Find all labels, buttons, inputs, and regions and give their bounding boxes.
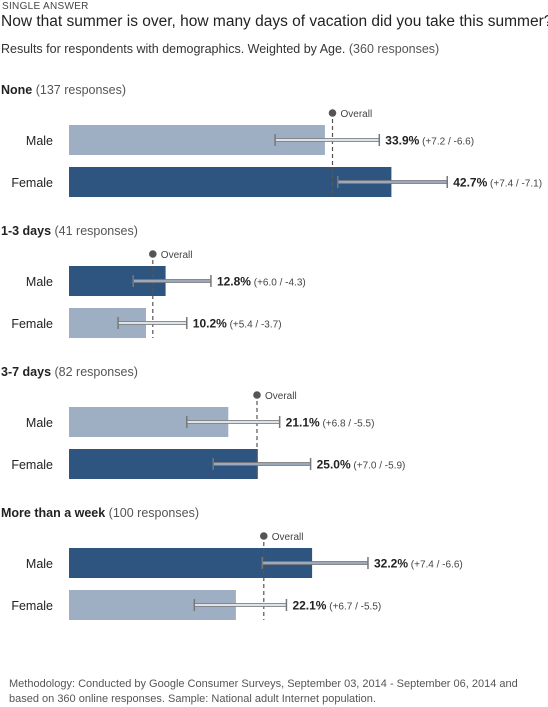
results-subtitle: Results for respondents with demographic… [1, 42, 439, 56]
bar-label: Male [26, 134, 53, 148]
value-label: 10.2% (+5.4 / -3.7) [193, 317, 282, 331]
value-error-range: (+7.4 / -6.6) [408, 560, 463, 571]
value-label: 33.9% (+7.2 / -6.6) [385, 134, 474, 148]
value-label: 12.8% (+6.0 / -4.3) [217, 275, 306, 289]
overall-label: Overall [265, 391, 297, 402]
value-percent: 33.9% [385, 134, 419, 148]
value-percent: 22.1% [292, 599, 326, 613]
error-bar [117, 321, 188, 325]
overall-label: Overall [161, 250, 193, 261]
bar-label: Male [26, 416, 53, 430]
group-name: 1-3 days [1, 224, 51, 238]
total-responses: (360 responses) [348, 42, 440, 56]
value-percent: 32.2% [374, 557, 408, 571]
overall-marker [328, 109, 337, 117]
bar-chart: None (137 responses) Male Female Overall 33.… [1, 83, 542, 620]
value-percent: 21.1% [286, 416, 320, 430]
value-error-range: (+6.7 / -5.5) [326, 602, 381, 613]
overall-marker [253, 391, 261, 399]
answer-type-label: SINGLE ANSWER [2, 1, 89, 12]
subtitle-text: Results for respondents with demographic… [1, 42, 346, 56]
bar-label: Female [11, 317, 53, 331]
error-bar [274, 138, 380, 142]
group-heading: 1-3 days (41 responses) [1, 224, 138, 238]
value-error-range: (+6.0 / -4.3) [251, 278, 306, 289]
overall-marker [259, 532, 268, 540]
value-error-range: (+6.8 / -5.5) [320, 419, 375, 430]
methodology-note: Methodology: Conducted by Google Consume… [9, 678, 518, 705]
value-percent: 42.7% [453, 176, 487, 190]
value-percent: 12.8% [217, 275, 251, 289]
value-label: 21.1% (+6.8 / -5.5) [286, 416, 375, 430]
error-bar [186, 420, 281, 424]
value-error-range: (+7.0 / -5.9) [351, 461, 406, 472]
group-name: None [1, 83, 32, 97]
value-label: 32.2% (+7.4 / -6.6) [374, 557, 463, 571]
group-responses: (41 responses) [51, 224, 138, 238]
group-name: 3-7 days [1, 365, 51, 379]
value-error-range: (+5.4 / -3.7) [227, 320, 282, 331]
overall-label: Overall [340, 109, 372, 120]
error-bar [212, 462, 312, 466]
group-heading: None (137 responses) [1, 83, 126, 97]
group-responses: (137 responses) [32, 83, 126, 97]
bar-label: Female [11, 458, 53, 472]
group-heading: 3-7 days (82 responses) [1, 365, 138, 379]
error-bar [193, 603, 287, 607]
error-bar [132, 279, 212, 283]
overall-label: Overall [272, 532, 304, 543]
value-percent: 25.0% [317, 458, 351, 472]
error-bar [261, 561, 369, 565]
value-label: 25.0% (+7.0 / -5.9) [317, 458, 406, 472]
group-name: More than a week [1, 506, 105, 520]
error-bar [337, 180, 448, 184]
value-label: 22.1% (+6.7 / -5.5) [292, 599, 381, 613]
bar-label: Male [26, 275, 53, 289]
value-error-range: (+7.4 / -7.1) [487, 179, 542, 190]
bar-label: Female [11, 176, 53, 190]
value-percent: 10.2% [193, 317, 227, 331]
value-error-range: (+7.2 / -6.6) [419, 137, 474, 148]
overall-marker [149, 250, 157, 258]
group-responses: (82 responses) [51, 365, 138, 379]
survey-question: Now that summer is over, how many days o… [1, 13, 548, 30]
group-responses: (100 responses) [105, 506, 199, 520]
group-heading: More than a week (100 responses) [1, 506, 199, 520]
value-label: 42.7% (+7.4 / -7.1) [453, 176, 542, 190]
bar-label: Female [11, 599, 53, 613]
bar-label: Male [26, 557, 53, 571]
